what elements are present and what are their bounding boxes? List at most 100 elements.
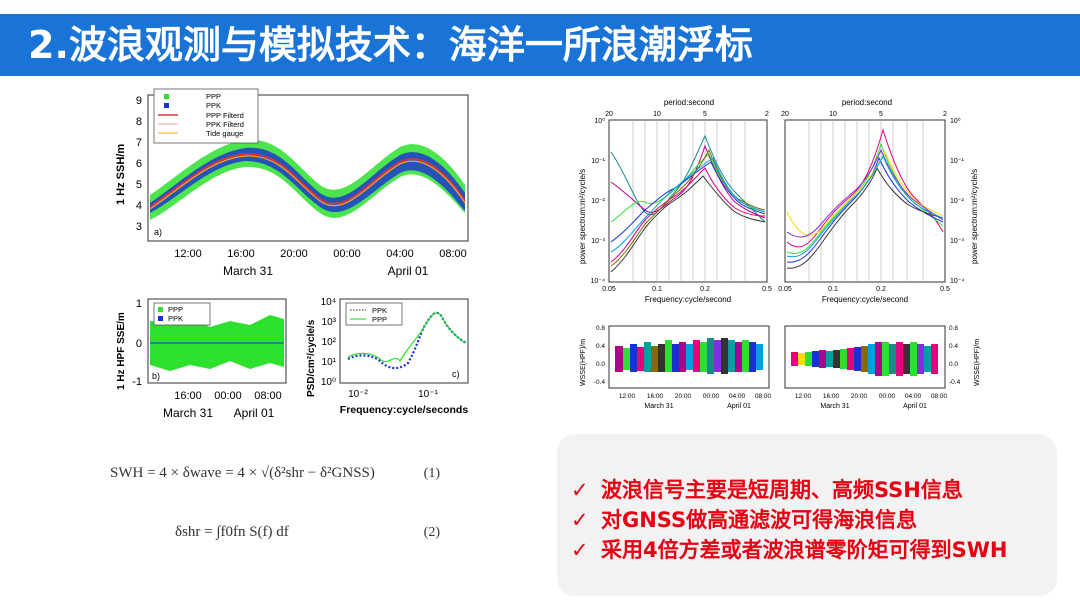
sr-ytick-3: 10⁻³ — [950, 238, 964, 245]
spectrum-right-xticks: 0.05 0.1 0.2 0.5 — [778, 286, 950, 293]
sr-xtick-2: 0.2 — [876, 286, 886, 293]
panel-b-ylabel: 1 Hz HPF SSE/m — [116, 312, 127, 390]
panel-a-ppk-band — [150, 147, 465, 213]
spectrum-left-curves — [610, 134, 766, 273]
wl-xtick-1: 16:00 — [647, 393, 664, 400]
legend-a-3: PPK Filterd — [206, 120, 244, 129]
panel-c-label: c) — [452, 369, 460, 379]
wsse-left-bursts — [615, 338, 763, 374]
a-xtick-3: 00:00 — [333, 248, 361, 260]
b-xtick-1: 00:00 — [214, 390, 242, 402]
spectrum-left-ylabel: power spectrum:m²/cycle/s — [578, 169, 587, 264]
b-date-0: March 31 — [163, 406, 213, 420]
figure-left: PPP PPK PPP Filterd PPK Filterd Tide gau… — [115, 88, 469, 420]
a-ytick-0: 9 — [136, 95, 142, 107]
a-ytick-3: 6 — [136, 158, 142, 170]
wr-date-1: April 01 — [903, 403, 927, 410]
bullet-text-0: 波浪信号主要是短周期、高频SSH信息 — [601, 478, 963, 502]
sr-xtick-3: 0.5 — [940, 286, 950, 293]
sl-ytick-0: 10⁰ — [594, 117, 605, 125]
legend-c-1: PPP — [372, 315, 387, 324]
a-date-1: April 01 — [388, 264, 429, 278]
sl-top-2: 5 — [703, 111, 707, 118]
spectrum-left: 20 10 5 2 10⁰ 10⁻¹ 10⁻² 10⁻³ 10⁻⁴ — [578, 111, 772, 304]
wl-xtick-5: 08:00 — [755, 393, 772, 400]
wsse-left-xticks: 12:00 16:00 20:00 00:00 04:00 08:00 — [619, 393, 772, 400]
bullet-item-0: ✓ 波浪信号主要是短周期、高频SSH信息 — [571, 474, 963, 504]
b-xtick-2: 08:00 — [254, 390, 282, 402]
panel-a-xticks: 12:00 16:00 20:00 00:00 04:00 08:00 — [174, 248, 467, 260]
a-date-0: March 31 — [223, 264, 273, 278]
panel-a-ppp-filtered — [149, 153, 466, 208]
wl-date-0: March 31 — [644, 403, 673, 410]
sr-ytick-0: 10⁰ — [950, 117, 961, 125]
panel-a: PPP PPK PPP Filterd PPK Filterd Tide gau… — [115, 88, 469, 278]
formula-1-text: SWH = 4 × δwave = 4 × √(δ²shr − δ²GNSS) — [110, 465, 375, 481]
wr-ytick-0: 0.8 — [949, 325, 958, 332]
wsse-right-yticks: 0.8 0.4 0.0 -0.4 — [949, 325, 961, 386]
panel-a-legend — [153, 88, 259, 144]
wr-xtick-3: 00:00 — [879, 393, 896, 400]
wsse-right-ylabel: WSSE(HPF)/m — [974, 339, 981, 386]
wl-ytick-0: 0.8 — [596, 325, 605, 332]
panel-c-ppp-curve — [347, 312, 467, 363]
spectrum-right-top-ticks: 20 10 5 2 — [781, 111, 947, 118]
wr-date-0: March 31 — [820, 403, 849, 410]
wr-ytick-3: -0.4 — [949, 379, 961, 386]
a-ytick-4: 5 — [136, 179, 142, 191]
sr-ytick-2: 10⁻² — [950, 198, 964, 205]
summary-callout: ✓ 波浪信号主要是短周期、高频SSH信息 ✓ 对GNSS做高通滤波可得海浪信息 ✓ 采… — [557, 434, 1057, 596]
a-xtick-5: 08:00 — [439, 248, 467, 260]
bullet-text-2: 采用4倍方差或者波浪谱零阶矩可得到SWH — [601, 538, 1008, 562]
legend-b-1: PPK — [168, 314, 183, 323]
b-ytick-0: 1 — [136, 298, 142, 310]
wr-xtick-5: 08:00 — [931, 393, 948, 400]
wr-xtick-2: 20:00 — [851, 393, 868, 400]
sl-xtick-2: 0.2 — [700, 286, 710, 293]
wl-date-1: April 01 — [727, 403, 751, 410]
spectra-top-label-right: period:second — [842, 98, 892, 107]
panel-b-yticks: 1 0 -1 — [132, 298, 142, 388]
legend-b-0: PPP — [168, 305, 183, 314]
c-xtick-0: 10⁻² — [348, 389, 368, 400]
sl-ytick-3: 10⁻³ — [591, 238, 605, 245]
c-ytick-0: 10⁴ — [321, 297, 336, 308]
sr-top-0: 20 — [781, 111, 789, 118]
sl-xtick-1: 0.1 — [652, 286, 662, 293]
sl-xtick-3: 0.5 — [762, 286, 772, 293]
sr-ytick-1: 10⁻¹ — [950, 158, 964, 165]
spectrum-right-curves — [786, 128, 944, 269]
formula-2: δshr = ∫f0fn S(f) df (2) — [175, 524, 440, 540]
spectrum-right-yticks: 10⁰ 10⁻¹ 10⁻² 10⁻³ 10⁻⁴ — [950, 117, 965, 285]
title-bar: 2.波浪观测与模拟技术：海洋一所浪潮浮标 — [0, 14, 1080, 76]
wr-ytick-1: 0.4 — [949, 343, 958, 350]
panel-c: PPK PPP 10⁴ 10³ 10² 10¹ 10⁰ PSD/cm²/cycl… — [306, 297, 469, 416]
panel-a-yticks: 9 8 7 6 5 4 3 — [136, 95, 142, 233]
wl-xtick-3: 00:00 — [703, 393, 720, 400]
a-xtick-0: 12:00 — [174, 248, 202, 260]
spectra-top-label-left: period:second — [664, 98, 714, 107]
wsse-right-xticks: 12:00 16:00 20:00 00:00 04:00 08:00 — [795, 393, 948, 400]
spectrum-left-xlabel: Frequency:cycle/second — [645, 295, 731, 304]
b-ytick-1: 0 — [136, 338, 142, 350]
c-ytick-3: 10¹ — [322, 357, 337, 368]
bullet-item-2: ✓ 采用4倍方差或者波浪谱零阶矩可得到SWH — [571, 534, 1007, 564]
legend-a-0: PPP — [206, 92, 221, 101]
sl-ytick-1: 10⁻¹ — [591, 158, 605, 165]
wl-xtick-2: 20:00 — [675, 393, 692, 400]
legend-a-1: PPK — [206, 101, 221, 110]
check-icon: ✓ — [571, 478, 589, 502]
b-xtick-0: 16:00 — [174, 390, 202, 402]
formula-1: SWH = 4 × δwave = 4 × √(δ²shr − δ²GNSS) … — [110, 465, 440, 481]
wr-ytick-2: 0.0 — [949, 361, 958, 368]
panel-c-yticks: 10⁴ 10³ 10² 10¹ 10⁰ — [321, 297, 337, 388]
a-ytick-5: 4 — [136, 200, 142, 212]
a-ytick-1: 8 — [136, 116, 142, 128]
wsse-left-yticks: 0.8 0.4 0.0 -0.4 — [594, 325, 606, 386]
wsse-left: 0.8 0.4 0.0 -0.4 WSSE(HPF)/m 12:00 16:00… — [580, 325, 772, 410]
sl-ytick-2: 10⁻² — [591, 198, 605, 205]
wl-ytick-2: 0.0 — [596, 361, 605, 368]
panel-b-legend — [153, 302, 211, 326]
panel-a-ylabel: 1 Hz SSH/m — [115, 144, 127, 205]
a-xtick-2: 20:00 — [280, 248, 308, 260]
